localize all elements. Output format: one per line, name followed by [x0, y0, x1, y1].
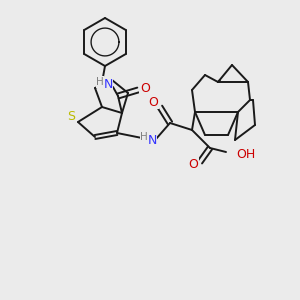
Text: H: H: [140, 132, 148, 142]
Text: O: O: [188, 158, 198, 170]
Text: OH: OH: [236, 148, 255, 160]
Text: N: N: [147, 134, 157, 146]
Text: N: N: [103, 77, 113, 91]
Text: S: S: [67, 110, 75, 124]
Text: O: O: [148, 95, 158, 109]
Text: H: H: [96, 77, 104, 87]
Text: O: O: [140, 82, 150, 94]
